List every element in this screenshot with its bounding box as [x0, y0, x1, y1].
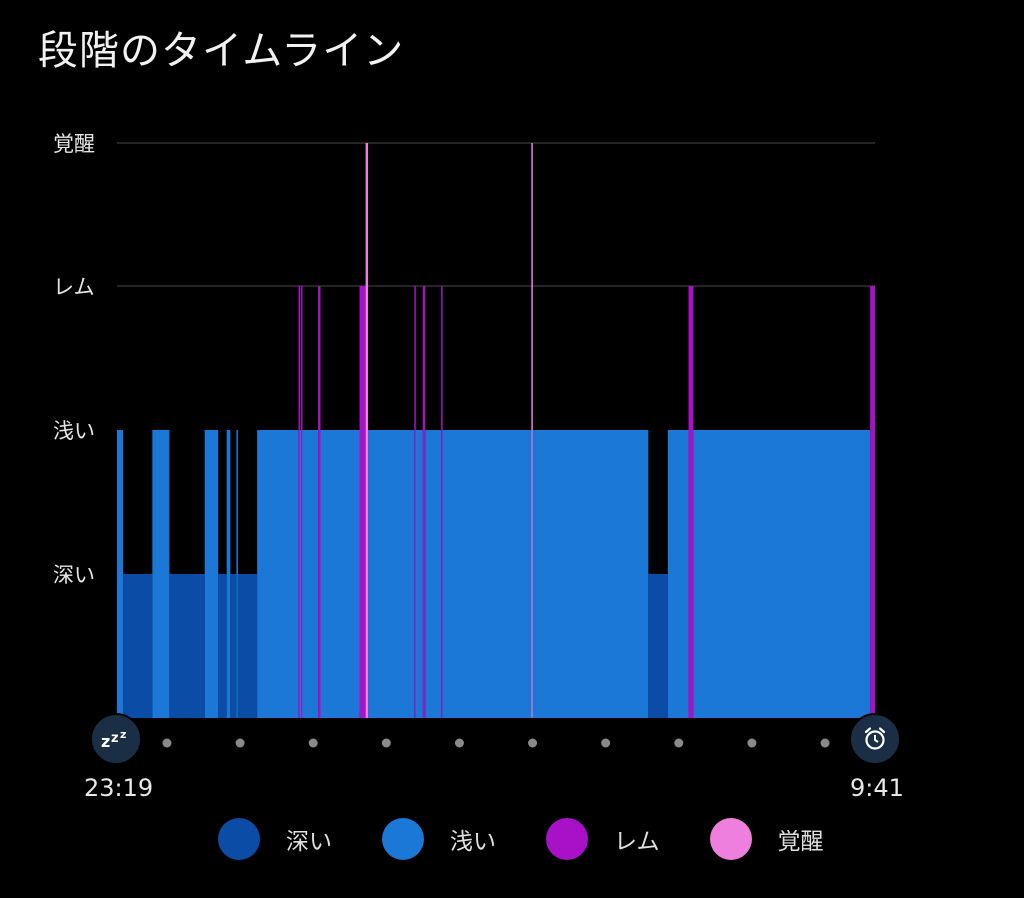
stage-segment [415, 430, 423, 718]
hour-tick-dot [674, 738, 684, 748]
stage-segment [318, 286, 321, 718]
page-title: 段階のタイムライン [38, 28, 405, 74]
stage-segment [368, 430, 415, 718]
stage-segment [422, 286, 426, 718]
stage-segment [359, 286, 366, 718]
stage-segment [169, 574, 205, 718]
stage-segment [442, 430, 532, 718]
hour-tick-dot [162, 738, 172, 748]
hour-tick-dot [235, 738, 245, 748]
stage-segment [693, 430, 871, 718]
legend-swatch [218, 818, 260, 860]
end-time: 9:41 [850, 774, 904, 802]
stage-segment [152, 430, 170, 718]
stage-segment [365, 143, 369, 718]
legend-label: 浅い [450, 829, 496, 855]
legend-item: レム [546, 818, 660, 860]
hour-tick-dot [308, 738, 318, 748]
legend-item: 深い [218, 818, 332, 860]
y-tick-label: 覚醒 [53, 132, 95, 156]
hour-tick-dot [820, 738, 830, 748]
y-tick-label: 深い [53, 563, 95, 587]
stage-segment [302, 430, 319, 718]
stage-segment [298, 286, 301, 718]
hour-tick-dot [601, 738, 611, 748]
y-tick-label: 浅い [53, 419, 95, 443]
y-tick-label: レム [53, 275, 95, 299]
legend-item: 浅い [382, 818, 496, 860]
stage-segment [441, 286, 443, 718]
stage-segment [218, 574, 227, 718]
stage-segment [117, 430, 124, 718]
legend-swatch [709, 818, 752, 860]
stage-segment [237, 574, 258, 718]
legend: 深い 浅い レム 覚醒 [218, 818, 874, 860]
stage-segment [688, 286, 694, 718]
svg-text:z: z [111, 731, 119, 746]
legend-label: 覚醒 [777, 829, 824, 855]
legend-swatch [546, 818, 588, 860]
legend-label: 深い [286, 829, 332, 855]
stage-segment [257, 430, 299, 718]
stage-segment [299, 430, 302, 718]
stage-segment [648, 574, 668, 718]
stage-segment [414, 286, 416, 718]
stage-segment [236, 430, 238, 718]
hour-tick-dot [381, 738, 391, 748]
stage-segment [667, 430, 689, 718]
legend-swatch [382, 818, 424, 860]
stage-segment [226, 430, 231, 718]
stage-segment [532, 430, 649, 718]
start-time: 23:19 [84, 774, 154, 802]
hour-tick-dot [454, 738, 464, 748]
stage-segment [230, 574, 237, 718]
stage-segment [531, 143, 533, 718]
stage-segment [301, 286, 303, 718]
hour-tick-dot [747, 738, 757, 748]
stage-segment [123, 574, 153, 718]
svg-text:z: z [101, 732, 110, 750]
stage-segment [204, 430, 219, 718]
stage-segment [320, 430, 360, 718]
sleep-start-icon: z z z [90, 713, 142, 765]
legend-label: レム [614, 829, 660, 855]
stage-segment [425, 430, 442, 718]
legend-item: 覚醒 [709, 818, 824, 860]
stage-segment [870, 286, 875, 718]
alarm-clock-icon [849, 713, 901, 765]
hour-tick-dot [528, 738, 538, 748]
svg-text:z: z [120, 728, 126, 741]
